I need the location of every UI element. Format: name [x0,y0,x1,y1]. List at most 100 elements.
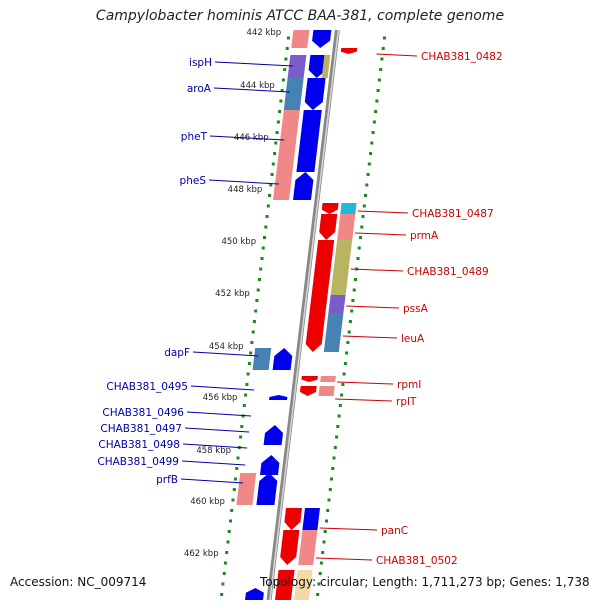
track-dot [377,78,381,82]
forward-cds-block [236,473,257,505]
forward-cds-block [252,348,272,370]
track-dot [352,288,356,292]
forward-cds-accent [321,55,331,78]
reverse-gene-arrow [284,508,302,530]
track-dot [346,341,350,344]
left-label-leader [209,135,285,141]
forward-gene-arrow [263,425,283,445]
forward-gene-arrow [245,588,264,600]
right-label-leader [376,53,418,57]
reverse-cds-block [323,313,344,352]
scale-tick-label: 458 kbp [196,446,231,456]
track-dot [247,362,251,365]
track-dot [223,561,227,565]
track-dot [321,551,325,554]
reverse-cds-block [294,570,313,600]
track-dot [375,99,379,103]
track-dot [279,99,283,103]
track-dot [336,425,340,428]
reverse-gene-arrow [321,203,339,214]
left-label-leader [180,478,244,484]
track-dot [337,414,341,418]
track-dot [338,404,342,407]
left-gene-label: CHAB381_0498 [98,439,180,451]
track-dot [319,561,323,565]
forward-gene-arrow [312,30,332,48]
track-dot [261,246,265,250]
track-dot [382,36,386,40]
track-dot [374,110,378,113]
track-dot [381,47,385,50]
forward-cds-block [287,55,307,78]
track-dot [322,540,326,544]
right-gene-label: panC [381,525,408,537]
left-label-leader [181,460,246,466]
track-dot [274,141,278,145]
track-dot [252,320,256,323]
track-dot [258,278,261,281]
track-dot [254,309,258,313]
forward-cds-block [291,30,310,48]
track-dot [367,162,371,166]
track-dot [354,278,357,281]
track-dot [256,288,260,292]
scale-tick-label: 454 kbp [209,342,244,352]
right-gene-label: CHAB381_0502 [376,555,458,567]
track-dot [369,152,373,155]
track-dot [284,57,288,61]
scale-tick-label: 460 kbp [190,497,225,507]
left-label-leader [186,411,252,417]
genome-backbone-highlight [269,29,340,601]
track-dot [379,68,383,71]
forward-gene-arrow [296,110,322,172]
track-dot [326,509,330,512]
right-gene-label: CHAB381_0482 [421,51,503,63]
track-dot [317,582,321,586]
track-dot [221,582,225,586]
scale-tick-label: 456 kbp [203,393,238,403]
track-dot [281,78,285,82]
track-dot [276,120,280,124]
reverse-gene-arrow [340,48,358,54]
track-dot [265,215,269,218]
left-gene-label: prfB [156,474,178,486]
track-dot [249,351,253,355]
reverse-cds-block [340,203,357,214]
track-dot [371,131,375,134]
genome-summary-text: Topology: circular; Length: 1,711,273 bp… [260,575,590,589]
track-dot [225,551,229,554]
track-dot [220,593,224,596]
scale-tick-label: 462 kbp [184,549,219,559]
forward-gene-arrow [272,348,293,370]
reverse-cds-block [318,386,335,396]
reverse-gene-arrow [311,240,335,295]
reverse-cds-block [337,214,356,240]
left-label-leader [213,87,291,93]
track-dot [240,425,244,428]
track-dot [285,47,289,50]
right-gene-label: CHAB381_0487 [412,208,494,220]
forward-cds-block [283,78,304,110]
track-dot [365,183,369,187]
track-dot [335,435,339,439]
track-dot [318,572,322,575]
track-dot [278,110,282,113]
track-dot [351,299,355,302]
track-dot [332,456,336,460]
forward-gene-arrow [256,473,278,505]
reverse-gene-arrow [300,386,317,396]
reverse-gene-arrow [301,376,318,382]
track-dot [333,446,337,449]
left-label-leader [208,179,279,185]
track-dot [361,215,365,218]
track-dot [343,362,347,365]
left-label-leader [184,427,250,433]
track-dot [236,456,240,460]
track-dot [280,89,284,92]
track-dot [270,173,274,176]
track-dot [264,225,268,229]
track-dot [359,236,362,239]
left-label-leader [192,351,259,357]
map-title: Campylobacter hominis ATCC BAA-381, comp… [95,8,505,24]
track-dot [275,131,279,134]
